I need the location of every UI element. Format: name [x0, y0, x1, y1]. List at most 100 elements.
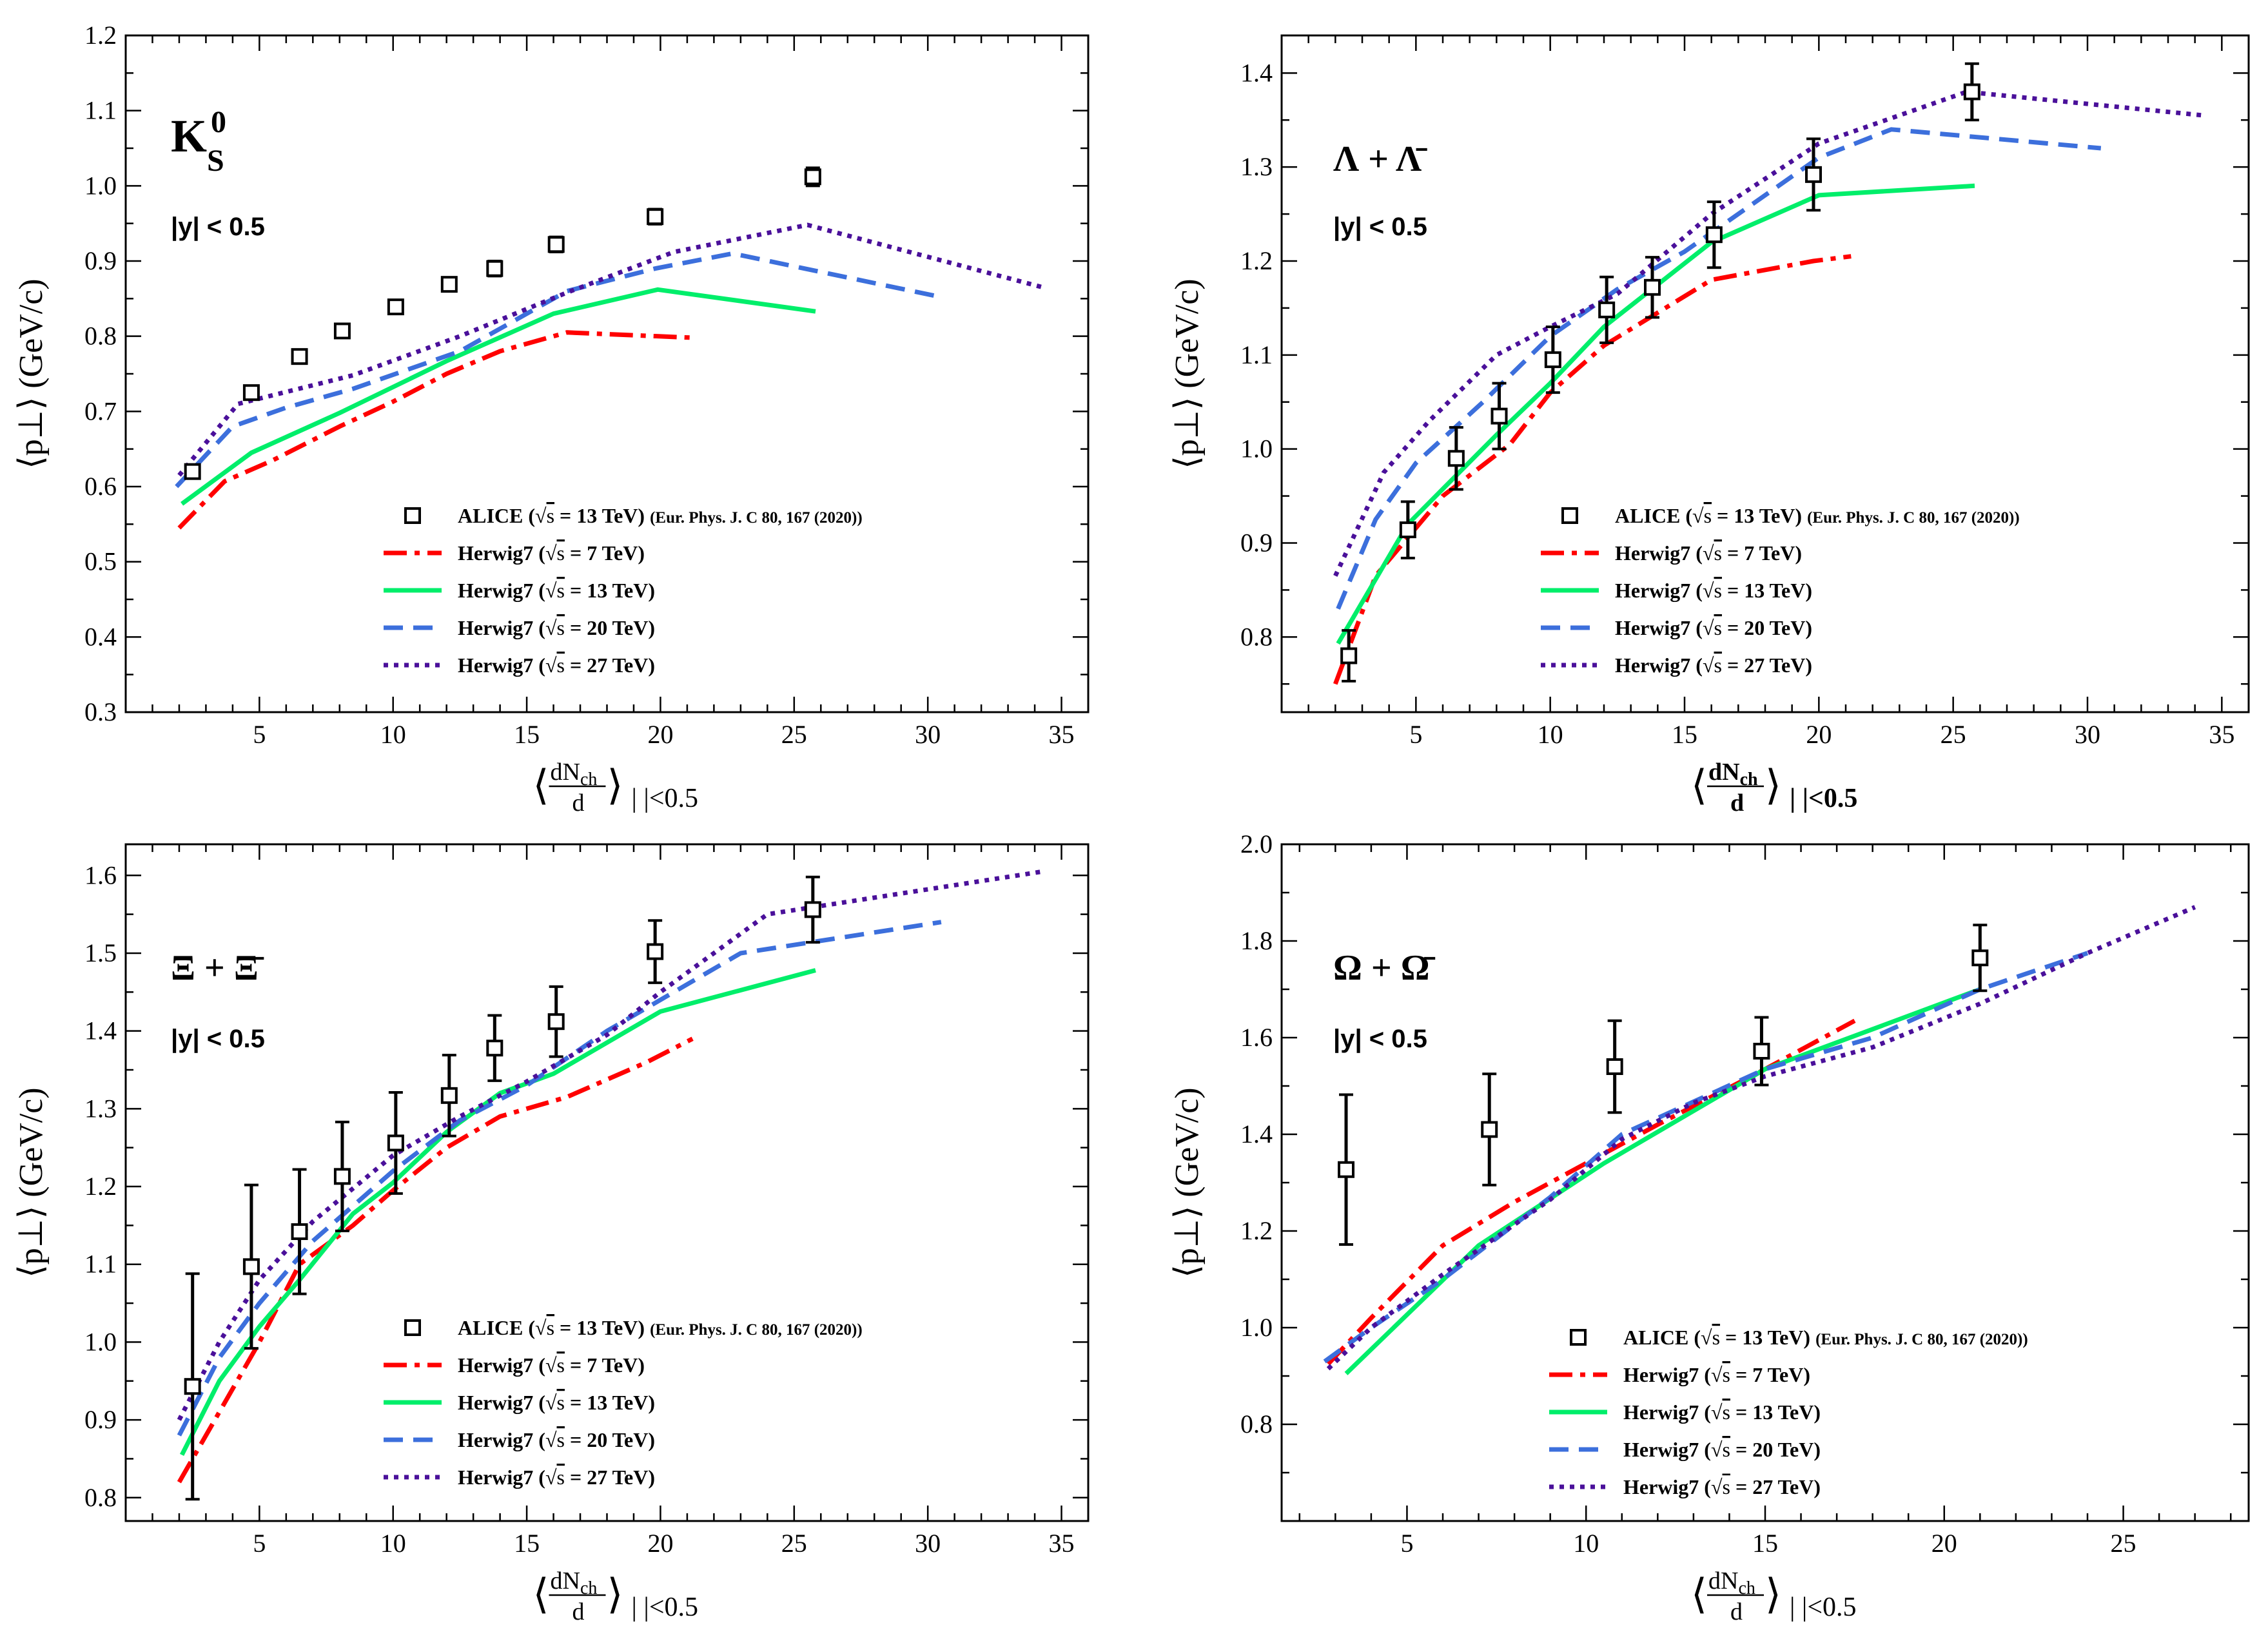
series-line-herwig-20	[1336, 127, 2102, 610]
alice-data-point	[1598, 301, 1616, 318]
rapidity-cut-label: |y| < 0.5	[1333, 1025, 1427, 1053]
legend: ALICE (√s = 13 TeV) (Eur. Phys. J. C 80,…	[384, 504, 863, 677]
x-tick-label: 10	[1538, 720, 1563, 749]
alice-data-point	[387, 298, 404, 316]
y-tick-label: 0.8	[1240, 622, 1273, 651]
alice-data-point	[440, 1087, 458, 1104]
series-line-herwig-27	[177, 869, 1044, 1421]
rapidity-cut-label: |y| < 0.5	[1333, 213, 1427, 241]
series-line-herwig-27	[1333, 90, 2204, 577]
x-tick-label: 5	[253, 720, 266, 749]
x-tick-label: 10	[380, 1529, 406, 1558]
y-tick-label: 1.4	[84, 1016, 117, 1045]
alice-data-point	[333, 322, 351, 340]
alice-points	[1340, 62, 1980, 683]
y-tick-label: 0.9	[84, 1405, 117, 1434]
chart-panel-4: 5 10 15 20 25 0.8 1.0 1.2 1.4 1.6 1.8 2.0 ⟨p⊥⟩ (GeV/…	[1169, 829, 2250, 1625]
series-line-herwig-20	[177, 920, 942, 1437]
legend-alice-marker	[1570, 1329, 1587, 1346]
x-title-rapidity: | |<0.5	[632, 1593, 699, 1622]
x-title-bracket-left: ⟨	[533, 1571, 549, 1617]
alice-data-point	[1963, 83, 1980, 101]
x-title-numerator: dNch	[551, 1567, 598, 1598]
y-tick-label: 2.0	[1240, 829, 1273, 858]
plot-frame	[1280, 34, 2250, 713]
series-line-herwig-7	[1333, 254, 1852, 685]
x-tick-label: 5	[1409, 720, 1422, 749]
alice-data-point	[1805, 166, 1822, 183]
y-tick-label: 0.8	[84, 322, 117, 351]
alice-data-point	[184, 1378, 201, 1395]
legend-label-herwig-20: Herwig7 (√s = 20 TeV)	[1615, 616, 1812, 639]
series-group	[175, 222, 1044, 530]
x-tick-label: 15	[514, 1529, 540, 1558]
legend-label-herwig-20: Herwig7 (√s = 20 TeV)	[458, 1428, 655, 1451]
y-tick-label: 1.5	[84, 938, 117, 967]
y-tick-label: 0.4	[84, 622, 117, 651]
series-line-herwig-27	[1326, 905, 2196, 1371]
legend-label-herwig-13: Herwig7 (√s = 13 TeV)	[1623, 1400, 1821, 1424]
alice-data-point	[333, 1168, 351, 1185]
x-title-rapidity: | |<0.5	[1790, 1593, 1857, 1622]
y-tick-label: 0.6	[84, 472, 117, 501]
plot-frame	[124, 843, 1090, 1522]
legend-alice-label: ALICE (√s = 13 TeV) (Eur. Phys. J. C 80,…	[458, 504, 863, 527]
x-tick-label: 30	[915, 1529, 941, 1558]
x-tick-label: 20	[647, 720, 673, 749]
x-title-bracket-left: ⟨	[533, 762, 549, 808]
chart-panel-2: 5 10 15 20 25 30 35 0.8 0.9 1.0 1.1 1.2 1.3 1.4 ⟨p⊥⟩ (…	[1169, 34, 2250, 817]
y-tick-label: 1.1	[1240, 340, 1273, 369]
alice-data-point	[387, 1134, 404, 1152]
x-tick-label: 20	[1931, 1529, 1957, 1558]
series-line-herwig-20	[1323, 951, 2089, 1364]
alice-data-point	[486, 1040, 503, 1057]
legend-label-herwig-27: Herwig7 (√s = 27 TeV)	[1623, 1475, 1821, 1498]
y-tick-label: 1.0	[1240, 1313, 1273, 1342]
alice-data-point	[1399, 521, 1416, 539]
x-tick-label: 25	[781, 1529, 807, 1558]
alice-data-point	[804, 901, 821, 918]
legend: ALICE (√s = 13 TeV) (Eur. Phys. J. C 80,…	[384, 1316, 863, 1489]
alice-points	[184, 875, 821, 1501]
x-tick-label: 15	[1672, 720, 1697, 749]
y-tick-label: 1.3	[1240, 152, 1273, 181]
y-tick-label: 1.1	[84, 1250, 117, 1279]
y-tick-label: 1.0	[84, 1327, 117, 1356]
x-title-denominator: d	[1730, 1598, 1743, 1625]
y-axis-title: ⟨p⊥⟩ (GeV/c)	[1169, 1087, 1206, 1277]
alice-data-point	[1544, 351, 1561, 369]
y-tick-label: 0.7	[84, 396, 117, 425]
legend-alice-label: ALICE (√s = 13 TeV) (Eur. Phys. J. C 80,…	[458, 1316, 863, 1339]
alice-data-point	[1481, 1121, 1498, 1138]
legend-alice-marker	[404, 507, 421, 524]
x-tick-label: 35	[1049, 1529, 1075, 1558]
legend: ALICE (√s = 13 TeV) (Eur. Phys. J. C 80,…	[1549, 1326, 2028, 1498]
alice-data-point	[291, 1223, 308, 1241]
x-title-numerator: dNch	[1708, 1567, 1755, 1598]
alice-data-point	[647, 943, 664, 960]
x-tick-label: 30	[2075, 720, 2100, 749]
series-line-herwig-7	[1326, 1018, 1856, 1366]
rapidity-cut-label: |y| < 0.5	[171, 213, 265, 241]
y-tick-label: 1.2	[1240, 1216, 1273, 1245]
legend-alice-label: ALICE (√s = 13 TeV) (Eur. Phys. J. C 80,…	[1615, 504, 2020, 527]
alice-data-point	[1340, 647, 1358, 664]
x-tick-label: 20	[647, 1529, 673, 1558]
y-tick-label: 1.8	[1240, 926, 1273, 955]
x-tick-label: 35	[1049, 720, 1075, 749]
chart-panel-1: 5 10 15 20 25 30 35 0.3 0.4 0.5 0.6 0.7 0.8 0.9 1.0 1.1…	[13, 21, 1090, 817]
x-title-bracket-right: ⟩	[607, 1571, 623, 1617]
alice-data-point	[547, 1013, 565, 1031]
y-tick-label: 1.2	[84, 21, 117, 50]
x-tick-label: 25	[1941, 720, 1966, 749]
y-tick-label: 1.0	[1240, 434, 1273, 463]
x-title-rapidity: | |<0.5	[632, 784, 699, 813]
x-title-bracket-right: ⟩	[1765, 1571, 1781, 1617]
y-tick-label: 0.8	[1240, 1409, 1273, 1438]
y-tick-label: 1.1	[84, 96, 117, 125]
alice-data-point	[804, 168, 821, 186]
